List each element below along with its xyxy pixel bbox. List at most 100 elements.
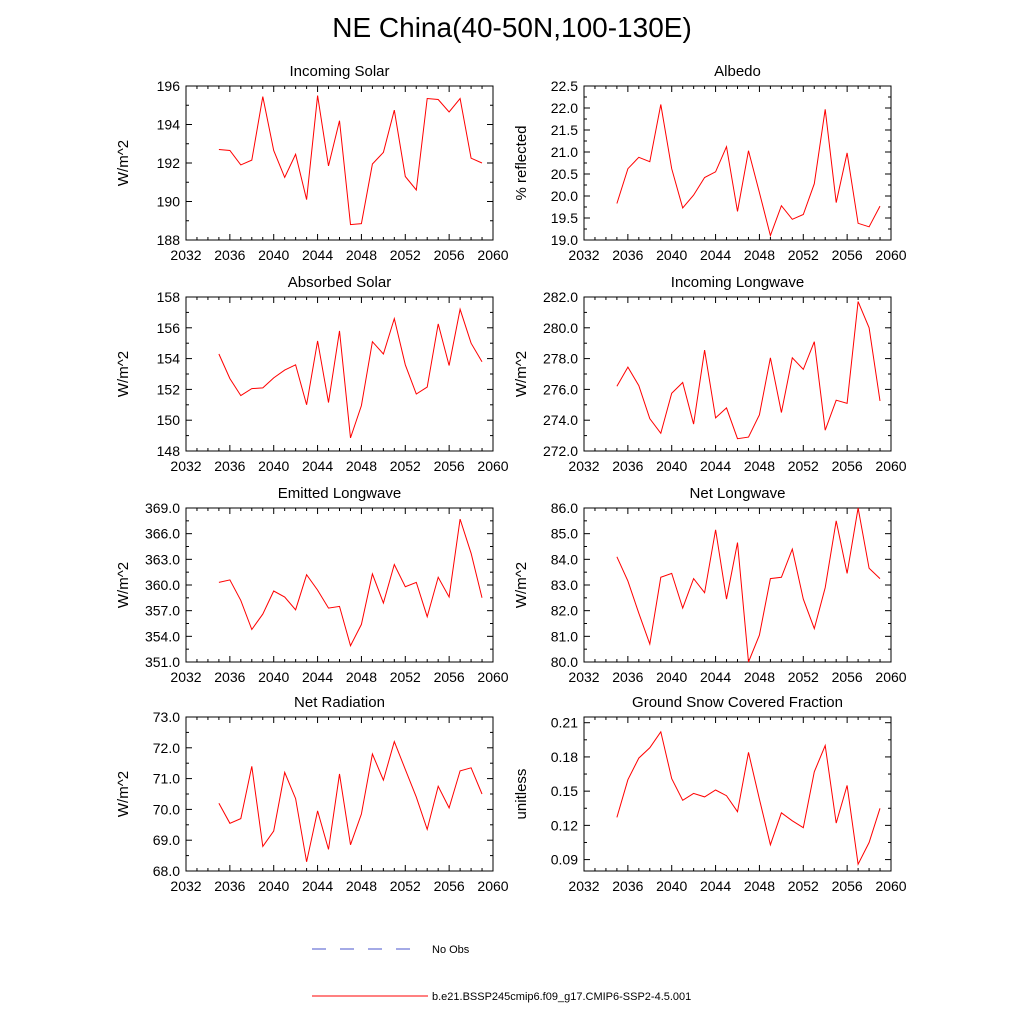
y-axis-label: W/m^2 bbox=[513, 562, 530, 608]
x-tick-label: 2044 bbox=[302, 458, 333, 474]
y-tick-label: 366.0 bbox=[145, 526, 180, 542]
x-tick-label: 2044 bbox=[302, 247, 333, 263]
x-tick-label: 2060 bbox=[477, 878, 508, 894]
plot-frame bbox=[185, 716, 494, 872]
x-tick-label: 2040 bbox=[656, 878, 687, 894]
y-tick-label: 20.0 bbox=[551, 188, 578, 204]
x-tick-label: 2056 bbox=[434, 458, 465, 474]
x-tick-label: 2048 bbox=[346, 247, 377, 263]
y-tick-label: 21.5 bbox=[551, 122, 578, 138]
y-tick-label: 363.0 bbox=[145, 551, 180, 567]
page-title: NE China(40-50N,100-130E) bbox=[332, 12, 692, 43]
x-tick-label: 2040 bbox=[258, 669, 289, 685]
x-tick-label: 2060 bbox=[875, 878, 906, 894]
x-tick-label: 2036 bbox=[612, 458, 643, 474]
y-tick-label: 81.0 bbox=[551, 628, 578, 644]
y-tick-label: 150 bbox=[157, 412, 181, 428]
x-tick-label: 2052 bbox=[390, 458, 421, 474]
y-tick-label: 278.0 bbox=[543, 351, 578, 367]
x-tick-label: 2056 bbox=[434, 247, 465, 263]
x-tick-label: 2032 bbox=[170, 247, 201, 263]
x-tick-label: 2060 bbox=[477, 458, 508, 474]
panel-title: Albedo bbox=[714, 63, 761, 80]
x-tick-label: 2052 bbox=[390, 247, 421, 263]
y-axis-label: W/m^2 bbox=[513, 351, 530, 397]
series-line bbox=[616, 507, 881, 663]
y-tick-label: 22.0 bbox=[551, 100, 578, 116]
panel-title: Net Longwave bbox=[690, 485, 786, 502]
x-tick-label: 2052 bbox=[788, 458, 819, 474]
y-tick-label: 68.0 bbox=[153, 863, 180, 879]
y-tick-label: 190 bbox=[157, 194, 181, 210]
plot-frame bbox=[185, 296, 494, 452]
y-tick-label: 280.0 bbox=[543, 320, 578, 336]
y-tick-label: 0.12 bbox=[551, 817, 578, 833]
y-tick-label: 22.5 bbox=[551, 78, 578, 94]
y-tick-label: 196 bbox=[157, 78, 181, 94]
x-tick-label: 2048 bbox=[346, 669, 377, 685]
legend-model-label: b.e21.BSSP245cmip6.f09_g17.CMIP6-SSP2-4.… bbox=[432, 991, 691, 1003]
x-tick-label: 2040 bbox=[656, 247, 687, 263]
y-tick-label: 156 bbox=[157, 320, 181, 336]
y-tick-label: 0.18 bbox=[551, 749, 578, 765]
y-tick-label: 360.0 bbox=[145, 577, 180, 593]
x-tick-label: 2040 bbox=[656, 669, 687, 685]
x-tick-label: 2052 bbox=[788, 247, 819, 263]
x-tick-label: 2044 bbox=[700, 669, 731, 685]
y-axis-label: unitless bbox=[513, 769, 530, 820]
y-tick-label: 272.0 bbox=[543, 443, 578, 459]
x-tick-label: 2052 bbox=[788, 878, 819, 894]
x-tick-label: 2036 bbox=[214, 247, 245, 263]
y-tick-label: 21.0 bbox=[551, 144, 578, 160]
panel-title: Incoming Longwave bbox=[671, 274, 804, 291]
x-tick-label: 2048 bbox=[744, 247, 775, 263]
x-tick-label: 2048 bbox=[744, 878, 775, 894]
y-tick-label: 72.0 bbox=[153, 740, 180, 756]
y-tick-label: 82.0 bbox=[551, 603, 578, 619]
x-tick-label: 2032 bbox=[170, 458, 201, 474]
x-tick-label: 2032 bbox=[568, 458, 599, 474]
x-tick-label: 2052 bbox=[390, 878, 421, 894]
y-axis-label: W/m^2 bbox=[115, 140, 132, 186]
y-axis-label: W/m^2 bbox=[115, 351, 132, 397]
y-tick-label: 19.5 bbox=[551, 210, 578, 226]
y-tick-label: 71.0 bbox=[153, 771, 180, 787]
y-tick-label: 70.0 bbox=[153, 801, 180, 817]
y-tick-label: 86.0 bbox=[551, 500, 578, 516]
series-line bbox=[218, 95, 483, 226]
x-tick-label: 2036 bbox=[612, 247, 643, 263]
y-axis-label: W/m^2 bbox=[115, 771, 132, 817]
x-tick-label: 2044 bbox=[302, 878, 333, 894]
y-tick-label: 0.15 bbox=[551, 783, 578, 799]
x-tick-label: 2044 bbox=[700, 247, 731, 263]
series-line bbox=[218, 740, 483, 862]
x-tick-label: 2060 bbox=[477, 669, 508, 685]
panel-title: Emitted Longwave bbox=[278, 485, 401, 502]
y-tick-label: 154 bbox=[157, 351, 181, 367]
x-tick-label: 2060 bbox=[875, 669, 906, 685]
x-tick-label: 2032 bbox=[170, 878, 201, 894]
panel-title: Absorbed Solar bbox=[288, 274, 391, 291]
x-tick-label: 2056 bbox=[832, 458, 863, 474]
panel-title: Net Radiation bbox=[294, 694, 385, 711]
y-axis-label: W/m^2 bbox=[115, 562, 132, 608]
x-tick-label: 2044 bbox=[302, 669, 333, 685]
x-tick-label: 2056 bbox=[434, 669, 465, 685]
y-tick-label: 0.21 bbox=[551, 715, 578, 731]
x-tick-label: 2036 bbox=[214, 458, 245, 474]
y-tick-label: 85.0 bbox=[551, 526, 578, 542]
x-tick-label: 2048 bbox=[744, 669, 775, 685]
y-axis-label: % reflected bbox=[513, 125, 530, 200]
x-tick-label: 2048 bbox=[346, 458, 377, 474]
x-tick-label: 2032 bbox=[170, 669, 201, 685]
x-tick-label: 2040 bbox=[258, 878, 289, 894]
x-tick-label: 2056 bbox=[832, 878, 863, 894]
x-tick-label: 2052 bbox=[788, 669, 819, 685]
panel-title: Ground Snow Covered Fraction bbox=[632, 694, 843, 711]
x-tick-label: 2056 bbox=[832, 669, 863, 685]
y-tick-label: 188 bbox=[157, 232, 181, 248]
x-tick-label: 2052 bbox=[390, 669, 421, 685]
x-tick-label: 2032 bbox=[568, 878, 599, 894]
x-tick-label: 2032 bbox=[568, 247, 599, 263]
y-tick-label: 192 bbox=[157, 155, 181, 171]
